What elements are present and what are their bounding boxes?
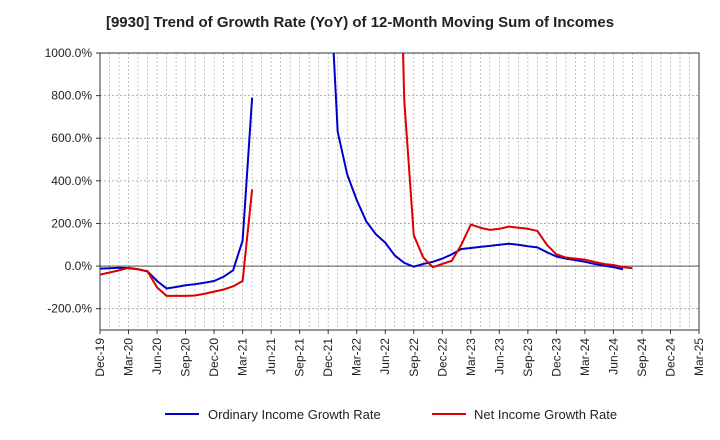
series-line-0 xyxy=(100,53,624,290)
legend-label-1: Net Income Growth Rate xyxy=(474,407,617,422)
x-tick-label: Sep-23 xyxy=(521,338,535,377)
x-tick-label: Dec-24 xyxy=(663,338,677,377)
y-tick-label: 600.0% xyxy=(51,131,92,145)
x-tick-label: Sep-21 xyxy=(293,338,307,377)
x-tick-label: Jun-23 xyxy=(492,338,506,375)
legend-label-0: Ordinary Income Growth Rate xyxy=(208,407,381,422)
x-tick-label: Jun-21 xyxy=(264,338,278,375)
plot-frame xyxy=(99,52,700,331)
x-tick-label: Jun-22 xyxy=(378,338,392,375)
x-tick-label: Mar-23 xyxy=(464,338,478,376)
x-tick-label: Dec-23 xyxy=(549,338,563,377)
y-tick-label: 400.0% xyxy=(51,174,92,188)
y-tick-label: 800.0% xyxy=(51,89,92,103)
x-tick-label: Dec-20 xyxy=(207,338,221,377)
legend: Ordinary Income Growth Rate Net Income Gr… xyxy=(165,407,617,422)
x-tick-label: Sep-22 xyxy=(407,338,421,377)
x-tick-label: Mar-20 xyxy=(122,338,136,376)
y-tick-label: 0.0% xyxy=(65,259,93,273)
x-tick-label: Jun-20 xyxy=(150,338,164,375)
x-tick-label: Sep-24 xyxy=(635,338,649,377)
x-tick-label: Mar-22 xyxy=(350,338,364,376)
y-tick-label: 200.0% xyxy=(51,216,92,230)
y-tick-label: 1000.0% xyxy=(45,46,93,60)
x-tick-label: Dec-21 xyxy=(321,338,335,377)
x-tick-label: Jun-24 xyxy=(606,338,620,375)
gridlines xyxy=(100,52,699,330)
x-tick-label: Mar-21 xyxy=(236,338,250,376)
axes: -200.0% 0.0% 200.0% 400.0% 600.0% 800.0% 1000.… xyxy=(45,46,706,377)
series-lines xyxy=(100,53,633,297)
x-tick-label: Dec-19 xyxy=(93,338,107,377)
x-tick-label: Dec-22 xyxy=(435,338,449,377)
series-line-1 xyxy=(100,53,633,297)
x-tick-label: Sep-20 xyxy=(179,338,193,377)
x-tick-label: Mar-24 xyxy=(578,338,592,376)
chart-title: [9930] Trend of Growth Rate (YoY) of 12-… xyxy=(105,14,615,31)
x-tick-label: Mar-25 xyxy=(692,338,706,376)
y-tick-label: -200.0% xyxy=(47,302,92,316)
